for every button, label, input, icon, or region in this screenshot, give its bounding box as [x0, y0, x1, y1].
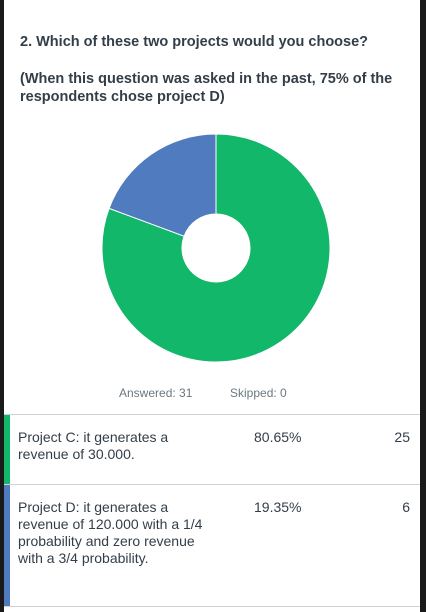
question-card: 2. Which of these two projects would you…: [4, 0, 420, 612]
question-title: 2. Which of these two projects would you…: [20, 34, 369, 50]
answer-label: Project D: it generates a revenue of 120…: [18, 499, 203, 566]
answer-percent: 19.35%: [254, 499, 302, 515]
answer-row-project-d: Project D: it generates a revenue of 120…: [4, 484, 420, 607]
answer-count: 6: [402, 499, 410, 515]
answer-row-project-c: Project C: it generates a revenue of 30.…: [4, 414, 420, 485]
divider: [4, 606, 420, 607]
slice-project-c: [101, 133, 331, 363]
answer-label: Project C: it generates a revenue of 30.…: [18, 429, 169, 462]
answer-count: 25: [394, 429, 410, 445]
answered-count: Answered: 31: [119, 386, 193, 400]
answer-percent: 80.65%: [254, 429, 302, 445]
slice-project-d: [108, 133, 217, 237]
skipped-count: Skipped: 0: [230, 386, 287, 400]
color-bar-project-c: [4, 415, 10, 485]
question-note: (When this question was asked in the pas…: [20, 71, 393, 105]
donut-chart: [101, 133, 331, 363]
color-bar-project-d: [4, 485, 10, 607]
